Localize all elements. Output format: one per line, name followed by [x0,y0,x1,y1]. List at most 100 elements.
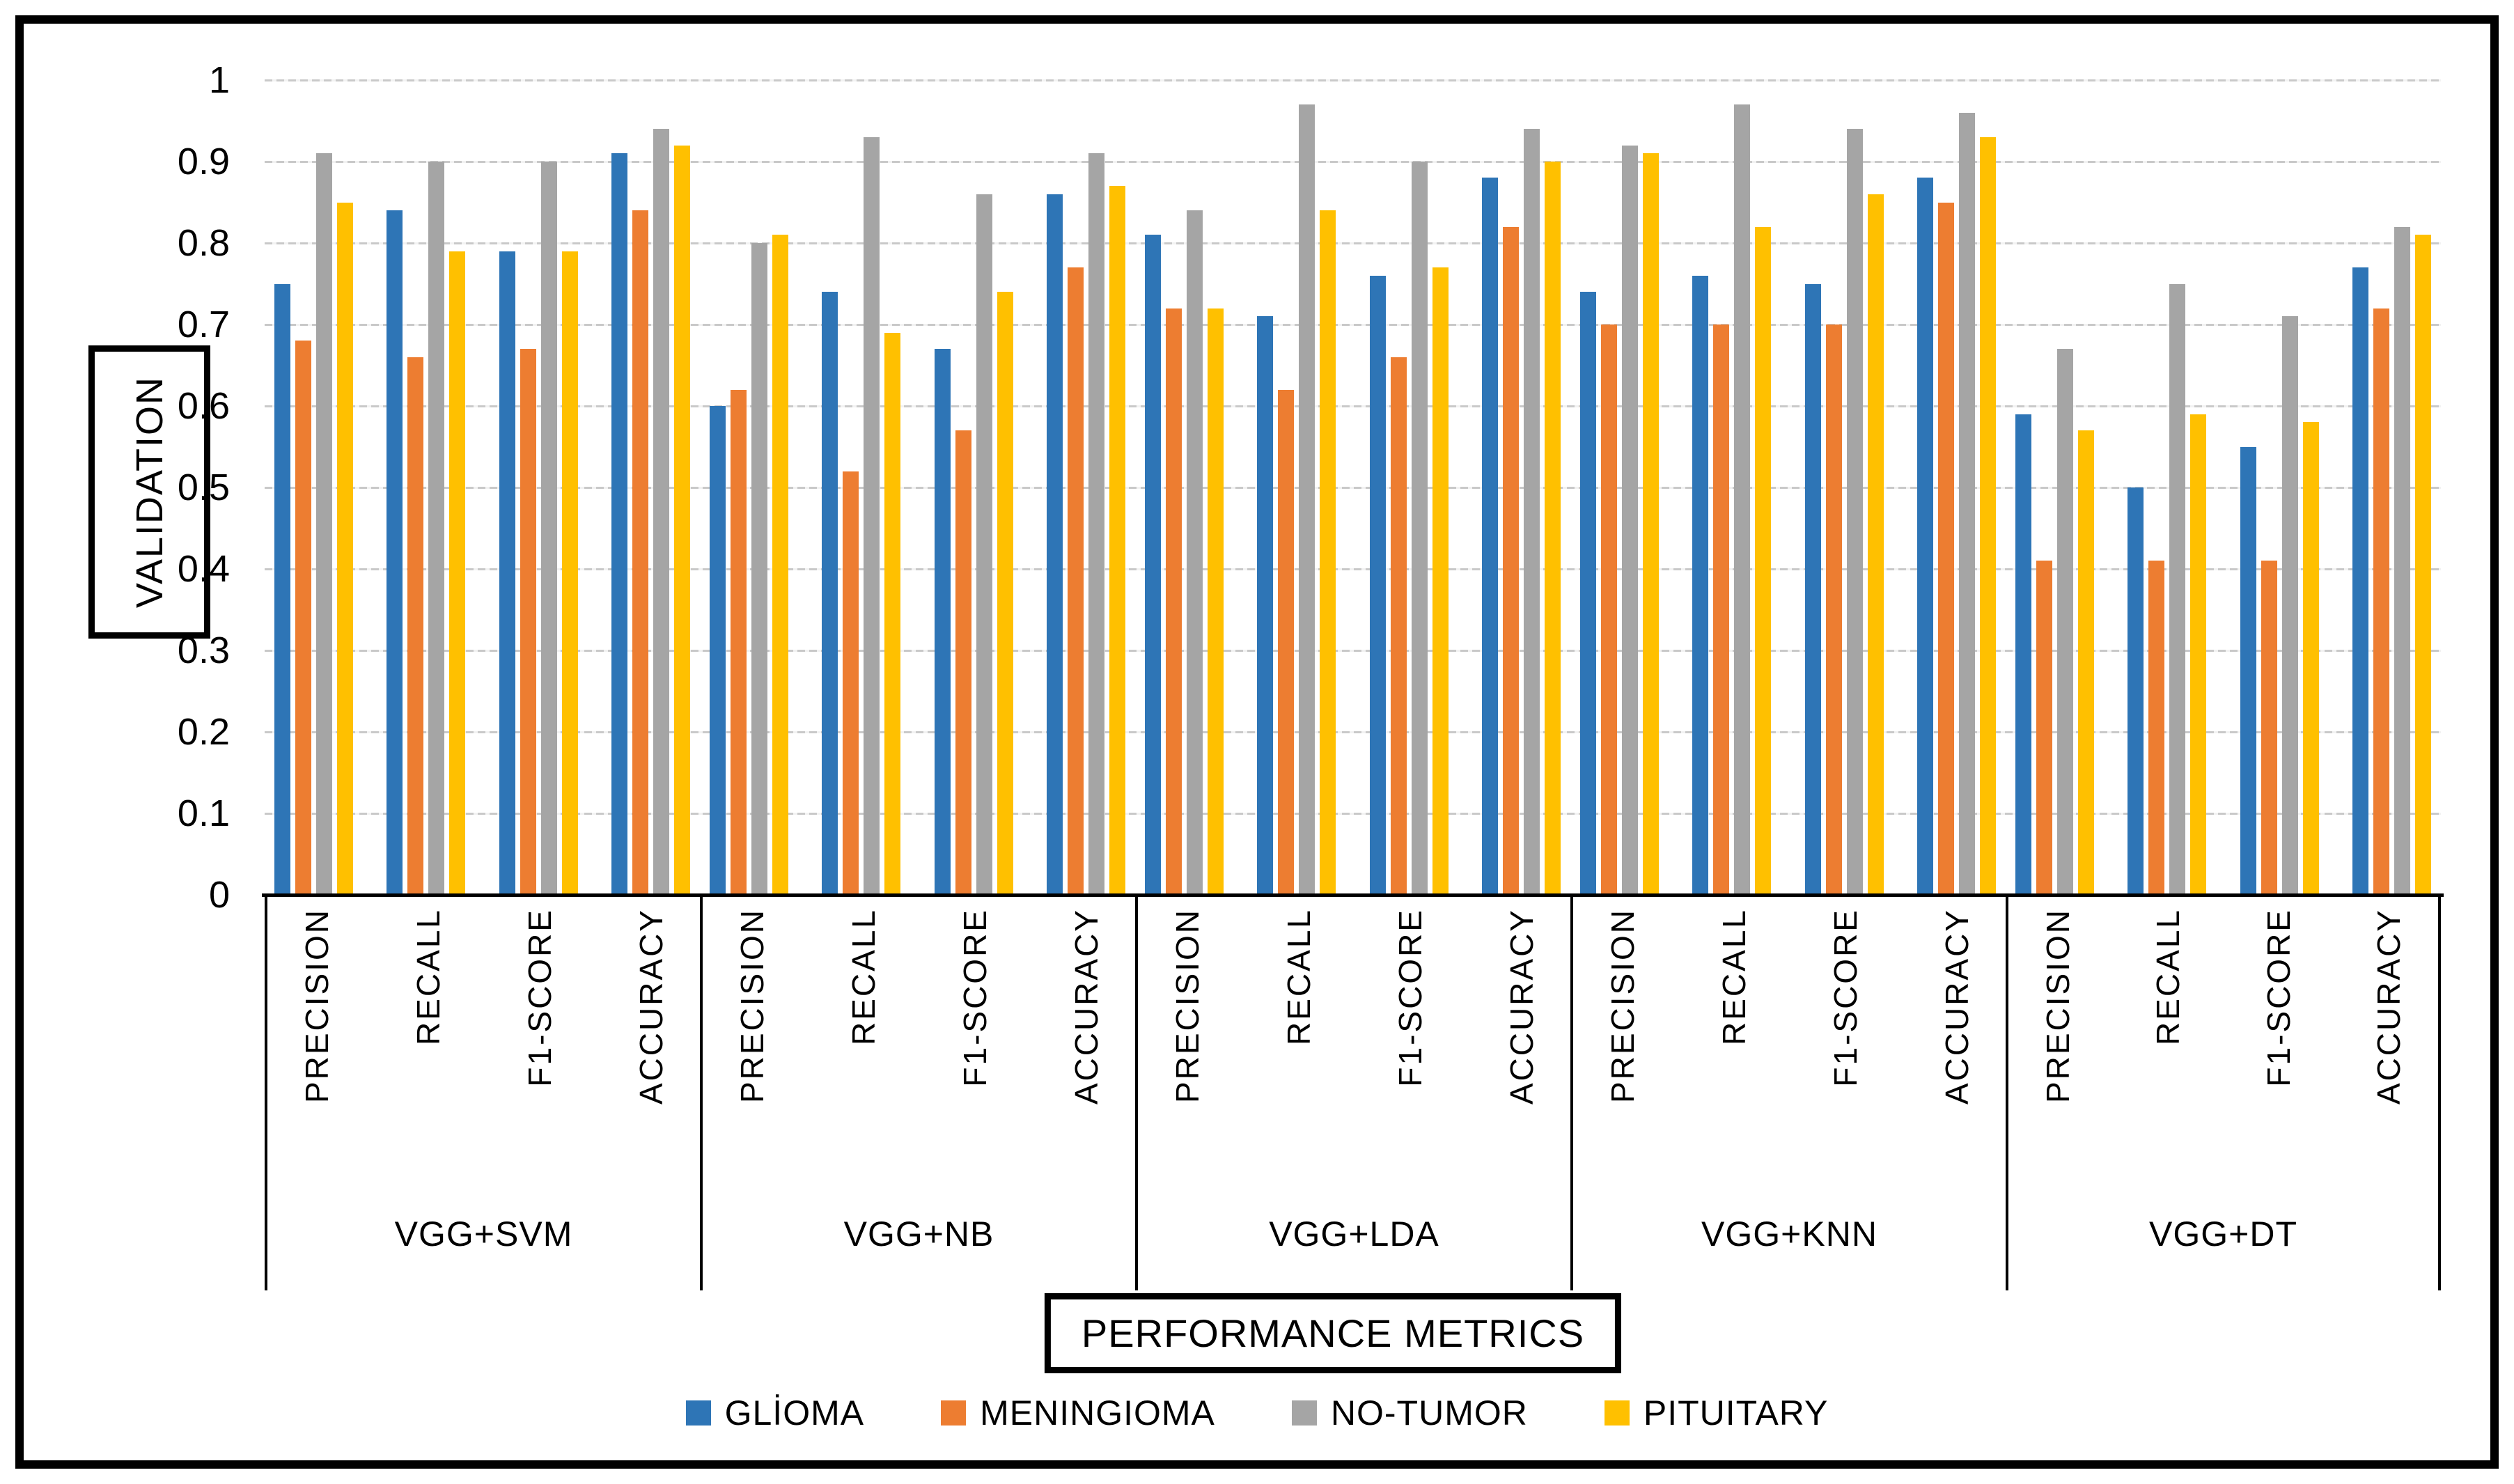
y-tick-label-0.1: 0.1 [177,792,230,834]
label-cell-vgg-knn: PRECISION RECALL F1-SCORE ACCURACY VGG+KNN [1570,897,2006,1290]
bar-group-vgg-nb [700,80,1135,895]
bar-pituitary-vgg-svm-f1-score [561,251,578,895]
metric-label-slot: F1-SCORE [1371,908,1449,1204]
group-label-vgg-dt: VGG+DT [2149,1214,2297,1253]
cluster-vgg-lda-accuracy [1481,80,1561,895]
bar-gli-oma-vgg-svm-precision [274,283,290,895]
metric-label-slot: RECALL [1259,908,1338,1204]
bar-no-tumor-vgg-nb-accuracy [1088,153,1104,895]
bar-meningioma-vgg-lda-recall [1278,389,1295,895]
metric-label-slot: ACCURACY [1482,908,1561,1204]
metric-label-vgg-knn-recall: RECALL [1715,908,1752,1045]
gridline-0.4 [265,568,2441,570]
bar-pituitary-vgg-lda-precision [1208,308,1224,895]
cluster-vgg-nb-recall [822,80,901,895]
x-axis-line [262,893,2444,897]
bar-group-vgg-svm [265,80,700,895]
legend-item-meningioma: MENINGIOMA [941,1393,1215,1433]
gridline-0.8 [265,242,2441,244]
bar-pituitary-vgg-dt-f1-score [2302,422,2319,895]
bar-no-tumor-vgg-nb-precision [751,243,767,895]
bar-gli-oma-vgg-dt-precision [2015,414,2031,895]
bar-gli-oma-vgg-lda-f1-score [1369,275,1386,895]
bar-pituitary-vgg-dt-precision [2078,430,2094,895]
cluster-vgg-knn-accuracy [1916,80,1996,895]
bar-gli-oma-vgg-nb-recall [822,292,838,895]
bar-gli-oma-vgg-svm-recall [387,210,403,895]
bar-gli-oma-vgg-knn-precision [1580,292,1596,895]
bar-no-tumor-vgg-nb-recall [864,136,880,895]
bar-pituitary-vgg-svm-recall [449,251,466,895]
gridline-0.2 [265,731,2441,733]
bar-gli-oma-vgg-lda-accuracy [1481,178,1498,895]
bar-no-tumor-vgg-lda-precision [1187,210,1203,895]
bar-meningioma-vgg-nb-recall [843,471,859,895]
bar-meningioma-vgg-dt-f1-score [2261,561,2277,895]
metric-labels-row-vgg-dt: PRECISION RECALL F1-SCORE ACCURACY [2008,908,2438,1204]
bar-pituitary-vgg-knn-f1-score [1867,194,1884,895]
metric-labels-row-vgg-svm: PRECISION RECALL F1-SCORE ACCURACY [267,908,700,1204]
bar-pituitary-vgg-lda-f1-score [1432,267,1449,895]
bar-pituitary-vgg-lda-accuracy [1544,162,1561,895]
group-label-vgg-lda: VGG+LDA [1269,1214,1439,1253]
group-label-vgg-nb: VGG+NB [843,1214,994,1253]
bar-meningioma-vgg-svm-f1-score [520,349,536,895]
bar-group-vgg-knn [1570,80,2006,895]
metric-label-slot: F1-SCORE [1806,908,1884,1204]
legend-swatch-pituitary [1604,1400,1630,1426]
cluster-vgg-dt-f1-score [2240,80,2319,895]
bar-no-tumor-vgg-svm-recall [428,162,445,895]
metric-label-vgg-svm-accuracy: ACCURACY [632,908,669,1105]
x-axis-title-box: PERFORMANCE METRICS [1044,1293,1622,1373]
x-axis-title: PERFORMANCE METRICS [1081,1311,1585,1355]
gridline-0.1 [265,813,2441,815]
metric-label-slot: PRECISION [1148,908,1226,1204]
bar-pituitary-vgg-knn-recall [1755,226,1772,895]
bar-no-tumor-vgg-knn-recall [1734,104,1751,895]
gridline-0.3 [265,650,2441,652]
bar-pituitary-vgg-knn-precision [1643,153,1659,895]
y-tick-label-0.3: 0.3 [177,630,230,671]
metric-labels-row-vgg-nb: PRECISION RECALL F1-SCORE ACCURACY [703,908,1135,1204]
bar-gli-oma-vgg-nb-precision [710,406,726,895]
y-axis-title-box: VALIDATION [88,345,210,639]
bar-gli-oma-vgg-svm-accuracy [611,153,627,895]
cluster-vgg-lda-precision [1145,80,1224,895]
bar-gli-oma-vgg-nb-accuracy [1046,194,1063,895]
bar-no-tumor-vgg-knn-precision [1622,145,1638,895]
metric-label-slot: RECALL [389,908,467,1204]
metric-label-slot: PRECISION [2018,908,2097,1204]
x-axis-label-band: PRECISION RECALL F1-SCORE ACCURACY VGG+SVM PR… [265,897,2441,1290]
bar-pituitary-vgg-svm-accuracy [673,145,690,895]
y-tick-label-0.2: 0.2 [177,711,230,753]
cluster-vgg-svm-accuracy [611,80,690,895]
bar-gli-oma-vgg-knn-accuracy [1916,178,1933,895]
bar-no-tumor-vgg-dt-recall [2169,283,2186,895]
metric-label-slot: F1-SCORE [500,908,579,1204]
metric-label-slot: F1-SCORE [2239,908,2318,1204]
bar-gli-oma-vgg-lda-precision [1145,235,1161,895]
bar-no-tumor-vgg-knn-accuracy [1958,112,1975,895]
cluster-vgg-nb-accuracy [1046,80,1125,895]
label-cell-vgg-svm: PRECISION RECALL F1-SCORE ACCURACY VGG+SVM [265,897,700,1290]
legend-label-gli-oma: GLİOMA [724,1393,865,1432]
bar-meningioma-vgg-knn-f1-score [1825,325,1842,895]
bar-meningioma-vgg-dt-precision [2036,561,2052,895]
bar-group-vgg-dt [2006,80,2441,895]
y-tick-label-0.6: 0.6 [177,385,230,427]
bar-meningioma-vgg-svm-recall [407,357,424,895]
bar-pituitary-vgg-knn-accuracy [1979,136,1996,895]
metric-label-slot: ACCURACY [1047,908,1125,1204]
chart-border [15,15,2499,1469]
metric-label-vgg-lda-accuracy: ACCURACY [1503,908,1540,1105]
bar-pituitary-vgg-svm-precision [337,202,353,895]
metric-label-slot: RECALL [824,908,903,1204]
cluster-vgg-knn-recall [1692,80,1772,895]
bar-pituitary-vgg-lda-recall [1320,210,1336,895]
bar-gli-oma-vgg-knn-recall [1692,275,1709,895]
legend-item-no-tumor: NO-TUMOR [1291,1393,1528,1433]
bar-pituitary-vgg-nb-f1-score [997,292,1013,895]
metric-label-slot: F1-SCORE [935,908,1014,1204]
bar-meningioma-vgg-knn-accuracy [1937,202,1954,895]
